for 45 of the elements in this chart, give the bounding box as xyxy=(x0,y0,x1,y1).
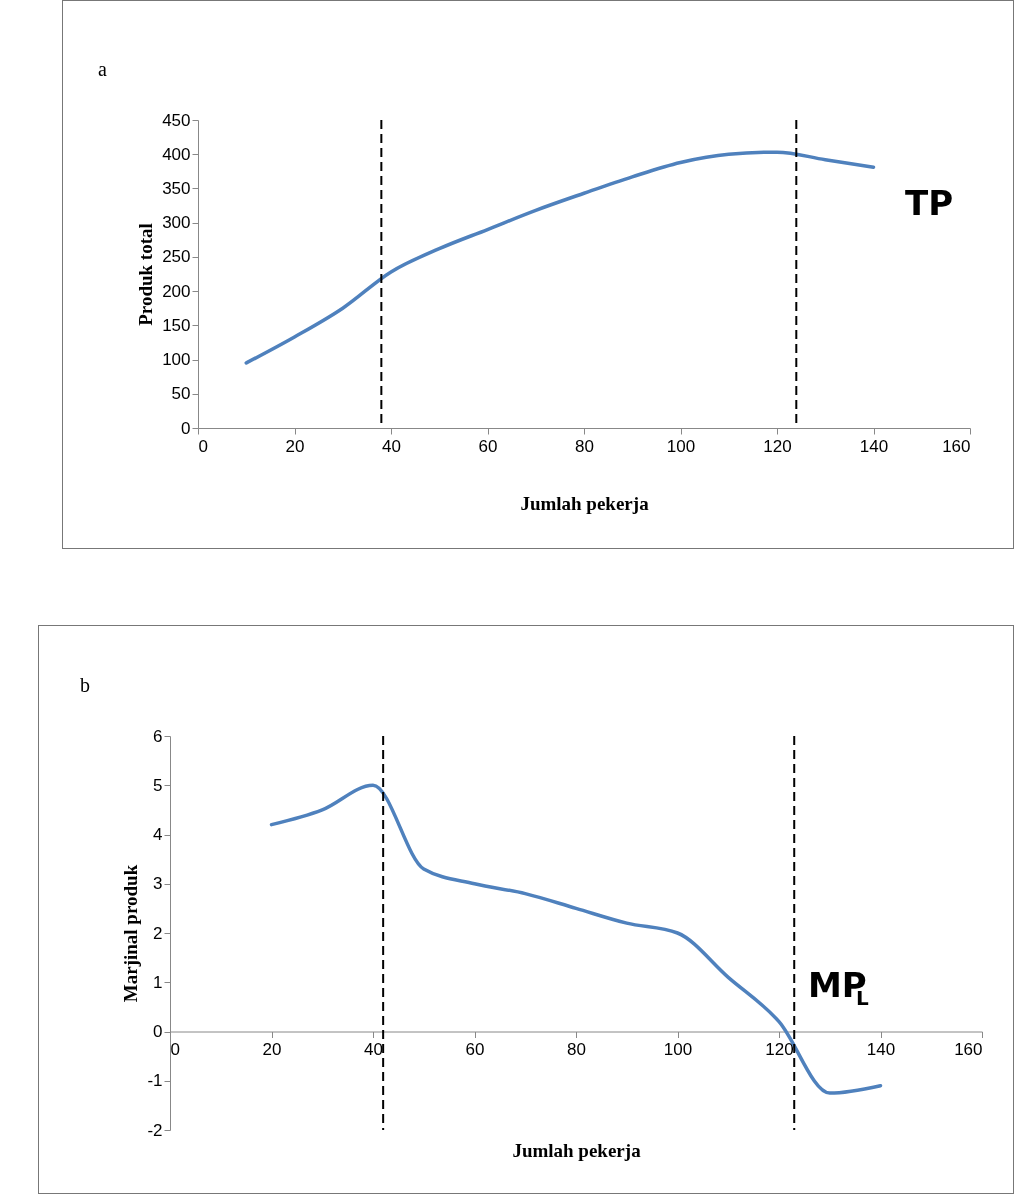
x-axis-title: Jumlah pekerja xyxy=(520,492,650,514)
x-tick-label: 80 xyxy=(567,1040,586,1059)
x-tick-label: 140 xyxy=(859,436,889,456)
x-tick-label: 20 xyxy=(285,436,305,456)
y-tick-label: 2 xyxy=(153,923,163,943)
x-tick-label: 100 xyxy=(663,1040,693,1059)
y-tick-label: -1 xyxy=(147,1071,163,1091)
y-tick-label: 1 xyxy=(153,972,163,992)
y-tick-label: 50 xyxy=(171,384,191,404)
x-tick-label: 80 xyxy=(575,436,594,456)
y-axis-title: Marjinal produk xyxy=(120,864,142,1003)
x-tick-label: 120 xyxy=(765,1040,794,1059)
x-tick-label: 140 xyxy=(866,1040,896,1059)
y-tick-label: 6 xyxy=(153,726,163,746)
x-tick-label: 40 xyxy=(364,1040,383,1059)
annotation: TP xyxy=(905,183,954,223)
chart-title: a xyxy=(98,58,107,80)
y-tick-label: 400 xyxy=(162,144,191,164)
x-tick-label: 40 xyxy=(382,436,401,456)
x-tick-label: 160 xyxy=(942,436,971,456)
x-tick-label: 160 xyxy=(954,1040,983,1059)
y-tick-label: 450 xyxy=(162,110,191,130)
x-tick-label: 60 xyxy=(465,1040,485,1059)
line-series xyxy=(244,150,876,365)
y-tick-label: -2 xyxy=(147,1120,163,1140)
y-tick-label: 250 xyxy=(162,247,191,267)
x-tick-label: 60 xyxy=(478,436,498,456)
x-tick-label: 100 xyxy=(666,436,696,456)
chart-title: b xyxy=(80,674,90,696)
y-tick-label: 100 xyxy=(162,350,191,370)
annotation: MPL xyxy=(808,965,869,1010)
y-tick-label: 5 xyxy=(153,775,163,795)
y-tick-label: 200 xyxy=(162,281,191,301)
y-tick-label: 150 xyxy=(162,315,191,335)
x-axis-title: Jumlah pekerja xyxy=(512,1140,642,1161)
y-tick-label: 0 xyxy=(153,1022,163,1041)
x-tick-label: 120 xyxy=(763,436,792,456)
y-axis-title: Produk total xyxy=(135,223,157,326)
y-tick-label: 3 xyxy=(153,874,163,894)
y-tick-label: 0 xyxy=(181,418,191,438)
y-tick-label: 350 xyxy=(162,178,191,198)
y-tick-label: 4 xyxy=(153,825,163,844)
x-tick-label: 0 xyxy=(198,436,208,456)
y-tick-label: 300 xyxy=(162,213,191,233)
x-tick-label: 20 xyxy=(262,1040,282,1059)
